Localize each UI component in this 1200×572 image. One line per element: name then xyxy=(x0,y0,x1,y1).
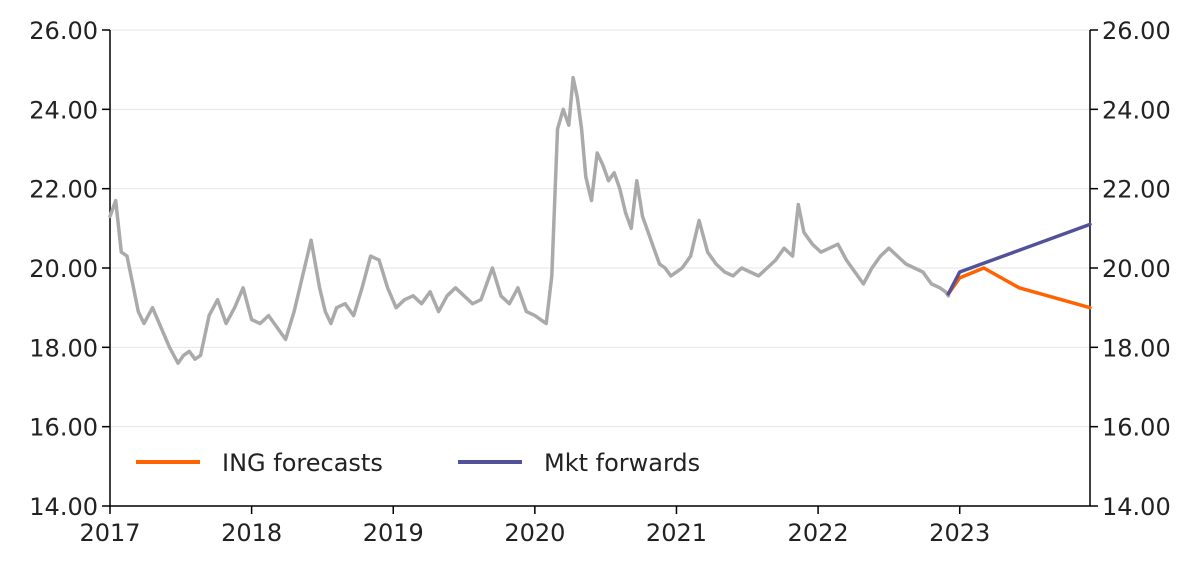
y-tick-label-left: 16.00 xyxy=(29,414,98,442)
x-tick-label: 2020 xyxy=(504,519,565,547)
gridlines xyxy=(110,29,1090,428)
mkt-forwards-line xyxy=(946,222,1092,296)
y-tick-label-left: 18.00 xyxy=(29,334,98,362)
y-tick-label-left: 14.00 xyxy=(29,493,98,521)
series-lines xyxy=(108,75,1092,365)
x-tick-label: 2021 xyxy=(646,519,707,547)
y-tick-label-left: 20.00 xyxy=(29,255,98,283)
x-tick-label: 2022 xyxy=(788,519,849,547)
legend: ING forecasts Mkt forwards xyxy=(136,449,700,477)
y-tick-label-left: 22.00 xyxy=(29,176,98,204)
y-tick-label-right: 26.00 xyxy=(1102,17,1171,45)
legend-label-ing-forecasts: ING forecasts xyxy=(222,449,383,477)
x-tick-label: 2017 xyxy=(79,519,140,547)
x-axis-ticks: 2017 2018 2019 2020 2021 2022 2023 xyxy=(79,506,990,547)
x-tick-label: 2019 xyxy=(363,519,424,547)
y-tick-label-right: 14.00 xyxy=(1102,493,1171,521)
ing-forecasts-line xyxy=(946,266,1092,310)
y-tick-label-left: 24.00 xyxy=(29,96,98,124)
y-tick-label-right: 24.00 xyxy=(1102,96,1171,124)
x-tick-label: 2023 xyxy=(929,519,990,547)
y-tick-label-right: 20.00 xyxy=(1102,255,1171,283)
y-tick-label-right: 22.00 xyxy=(1102,176,1171,204)
y-tick-label-right: 16.00 xyxy=(1102,414,1171,442)
legend-label-mkt-forwards: Mkt forwards xyxy=(544,449,700,477)
y-tick-label-left: 26.00 xyxy=(29,17,98,45)
y-axis-ticks: 14.00 14.00 16.00 16.00 18.00 18.00 20.00 20.00… xyxy=(29,17,1170,521)
historical-series-line xyxy=(108,75,951,365)
y-tick-label-right: 18.00 xyxy=(1102,334,1171,362)
x-tick-label: 2018 xyxy=(221,519,282,547)
